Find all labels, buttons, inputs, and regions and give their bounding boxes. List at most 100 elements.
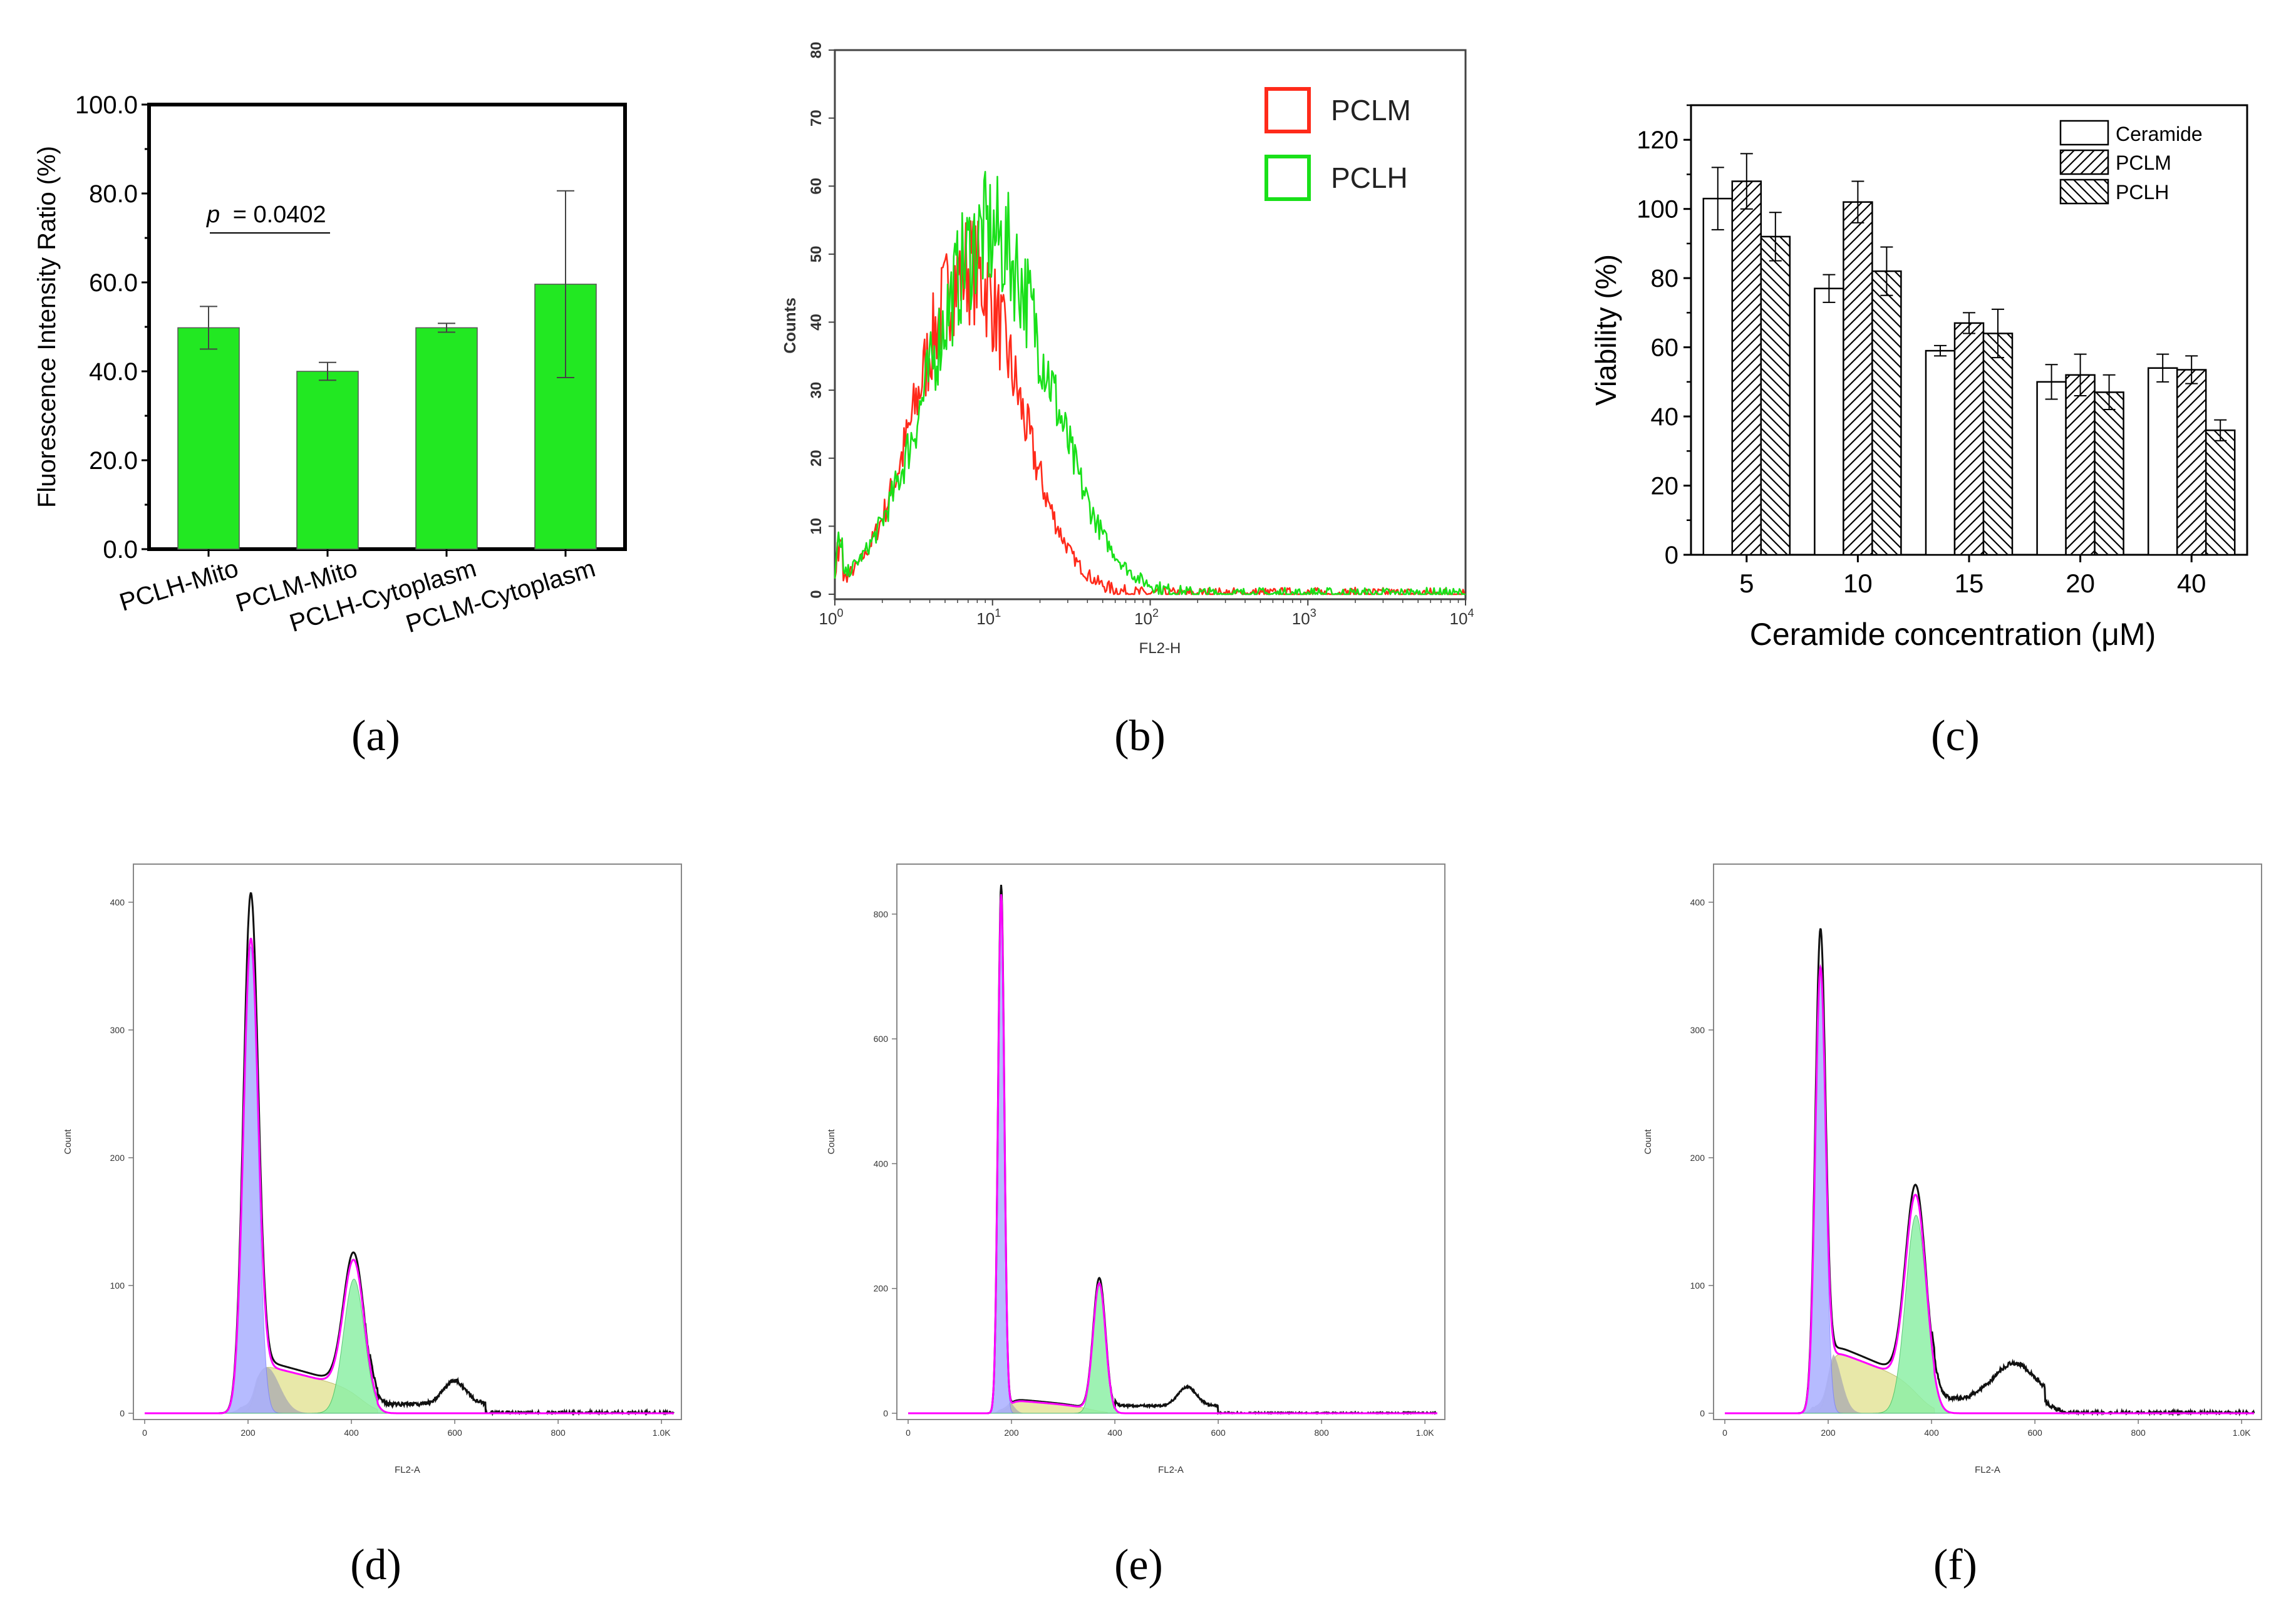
panel-f-x-tick-label: 400 (1924, 1428, 1939, 1438)
panel-e-y-tick-label: 600 (874, 1034, 889, 1044)
panel-e-x-tick-label: 600 (1211, 1428, 1226, 1438)
panel-f-x-tick-label: 200 (1821, 1428, 1836, 1438)
panel-f-x-tick-label: 600 (2027, 1428, 2042, 1438)
legend-label-pclm-c: PCLM (2116, 152, 2171, 174)
panel-e-debris-area (908, 1402, 1437, 1413)
panel-b-x-axis-label: FL2-H (1139, 640, 1181, 657)
panel-c-bar-pclh (2094, 391, 2124, 556)
panel-b-y-tick-label: 50 (808, 246, 825, 263)
panel-label-b: (b) (1114, 712, 1166, 760)
panel-a-y-tick-label: 40.0 (89, 358, 138, 386)
panel-c-bar-pclm (1731, 180, 1762, 556)
panel-b-y-tick-label: 10 (808, 518, 825, 535)
panel-b-y-tick-label: 0 (808, 590, 825, 598)
panel-c-bar-ceramide (1925, 349, 1956, 556)
panel-e-cell-cycle-histogram: 0 200 400 600 800 0 200 400 600 800 1.0K FL2-A Count (826, 863, 1445, 1475)
panel-f-y-tick-label: 300 (1690, 1025, 1705, 1035)
panel-c-x-tick-label: 20 (2066, 569, 2095, 598)
panel-c-bar-ceramide (2147, 367, 2178, 556)
panel-f-plot-frame (1713, 863, 2262, 1420)
panel-a-y-tick-label: 60.0 (89, 269, 138, 297)
panel-f-y-tick-label: 200 (1690, 1153, 1705, 1163)
legend-swatch-pclh (1264, 155, 1311, 201)
panel-d-x-tick-label: 400 (344, 1428, 359, 1438)
panel-b-plot-frame (834, 49, 1467, 600)
panel-e-x-tick-label: 400 (1107, 1428, 1122, 1438)
panel-c-y-tick-label: 60 (1651, 334, 1679, 362)
panel-a-y-tick-label: 0.0 (103, 536, 138, 564)
panel-e-x-tick-label: 800 (1314, 1428, 1329, 1438)
panel-f-model-fit-line (1725, 964, 2254, 1415)
panel-f-x-tick-label: 1.0K (2233, 1428, 2251, 1438)
panel-f-x-tick-label: 800 (2131, 1428, 2146, 1438)
panel-c-bar-pclh (1982, 332, 2014, 556)
panel-d-x-tick-label: 200 (240, 1428, 256, 1438)
panel-a-y-tick-label: 100.0 (75, 91, 138, 119)
panel-b-x-tick-label: 104 (1450, 607, 1474, 628)
panel-b-x-tick-base: 10 (976, 609, 995, 628)
panel-a-p-text: = 0.0402 (233, 202, 326, 228)
panel-d-x-tick-label: 1.0K (653, 1428, 671, 1438)
panel-label-d: (d) (350, 1541, 401, 1589)
legend-swatch-pclm-hatch (2059, 149, 2109, 175)
panel-d-y-tick-label: 300 (110, 1025, 125, 1035)
panel-b-x-tick-base: 10 (1450, 609, 1468, 628)
panel-c-bar-ceramide (2036, 381, 2067, 556)
panel-a-p-value: p = 0.0402 (206, 202, 326, 228)
panel-c-bar-pclm (2065, 374, 2096, 556)
panel-d-x-axis-label: FL2-A (395, 1465, 420, 1475)
panel-b-x-tick-label: 101 (976, 607, 1001, 628)
panel-b-y-tick-label: 40 (808, 314, 825, 331)
panel-f-y-axis-label: Count (1643, 1129, 1653, 1155)
panel-b-x-tick-exponent: 0 (837, 607, 843, 619)
panel-d-x-tick-label: 0 (142, 1428, 147, 1438)
panel-c-x-tick-label: 15 (1955, 569, 1984, 598)
panel-b-x-tick-base: 10 (1292, 609, 1310, 628)
panel-f-cell-cycle-histogram: 0 100 200 300 400 0 200 400 600 800 1.0K FL2-A Count (1643, 863, 2262, 1475)
legend-label-pclh-c: PCLH (2116, 181, 2169, 204)
panel-c-legend: Ceramide PCLM PCLH (2059, 120, 2203, 205)
panel-d-y-axis-label: Count (63, 1129, 73, 1155)
panel-c-x-tick-label: 40 (2177, 569, 2206, 598)
panel-c-y-tick-label: 80 (1651, 265, 1679, 292)
panel-f-x-tick-label: 0 (1722, 1428, 1727, 1438)
panel-a-y-axis-label: Fluorescence Intensity Ratio (%) (33, 146, 61, 508)
panel-d-y-tick-label: 100 (110, 1281, 125, 1291)
panel-e-model-fit-line (908, 894, 1437, 1415)
panel-e-x-tick-label: 0 (906, 1428, 911, 1438)
panel-a-y-tick-label: 20.0 (89, 447, 138, 475)
panel-e-plot-frame (896, 863, 1445, 1420)
panel-b-x-tick-base: 10 (819, 609, 837, 628)
legend-label-ceramide: Ceramide (2116, 123, 2203, 145)
legend-swatch-pclm (1264, 87, 1311, 133)
panel-d-plot-frame (133, 863, 682, 1420)
panel-a-x-tick-label: PCLH-Mito (116, 555, 242, 617)
panel-e-y-tick-label: 0 (883, 1408, 888, 1418)
panel-e-y-tick-label: 400 (874, 1158, 889, 1168)
panel-c-x-tick-label: 5 (1739, 569, 1754, 598)
panel-b-x-tick-exponent: 3 (1310, 607, 1316, 619)
panel-c-y-tick-label: 40 (1651, 403, 1679, 431)
panel-e-x-tick-label: 200 (1004, 1428, 1019, 1438)
panel-d-debris-area (145, 1367, 674, 1413)
panel-a-p-symbol: p (206, 202, 220, 228)
panel-e-y-tick-label: 200 (874, 1284, 889, 1294)
panel-b-y-tick-label: 80 (808, 42, 825, 59)
panel-label-c: (c) (1931, 712, 1980, 760)
panel-e-x-axis-label: FL2-A (1158, 1465, 1184, 1475)
panel-f-x-axis-label: FL2-A (1975, 1465, 2000, 1475)
panel-b-y-tick-label: 70 (808, 110, 825, 126)
panel-b-x-tick-exponent: 1 (995, 607, 1001, 619)
panel-c-y-axis-label: Viability (%) (1590, 254, 1622, 406)
panel-d-x-tick-label: 800 (551, 1428, 566, 1438)
panel-c-bar-pclm (1843, 201, 1873, 556)
panel-b-x-tick-exponent: 4 (1467, 607, 1474, 619)
panel-b-x-tick-label: 102 (1134, 607, 1159, 628)
panel-label-e: (e) (1114, 1541, 1163, 1589)
panel-f-y-tick-label: 100 (1690, 1281, 1705, 1291)
panel-f-y-tick-label: 0 (1700, 1408, 1705, 1418)
panel-c-y-tick-label: 20 (1651, 473, 1679, 500)
